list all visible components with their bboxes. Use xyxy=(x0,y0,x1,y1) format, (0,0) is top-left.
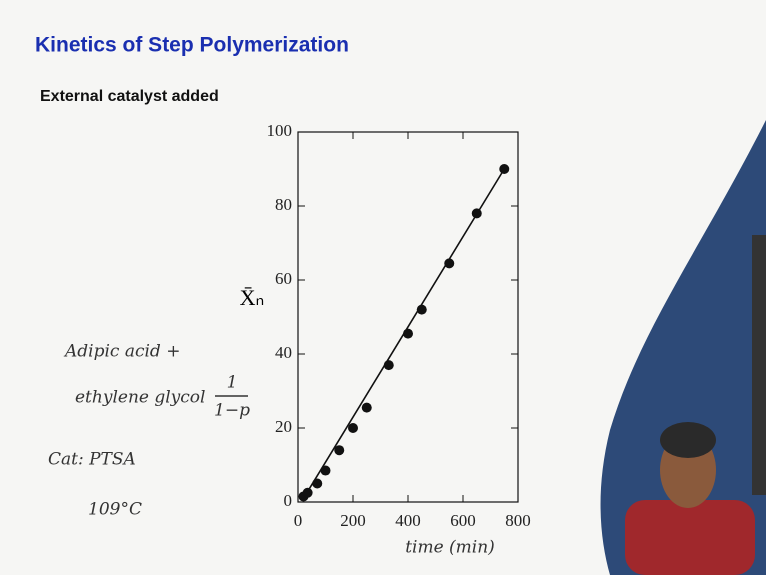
x-tick-label: 600 xyxy=(450,511,476,530)
x-axis-label: time (min) xyxy=(405,538,495,558)
data-point xyxy=(384,360,394,370)
presenter-hair xyxy=(660,422,716,458)
data-point xyxy=(417,305,427,315)
slide: Kinetics of Step Polymerization External… xyxy=(0,0,766,575)
y-tick-label: 80 xyxy=(275,195,292,214)
y-tick-label: 20 xyxy=(275,417,292,436)
toolbar xyxy=(752,235,766,495)
note: 109°C xyxy=(88,500,142,520)
slide-title: Kinetics of Step Polymerization xyxy=(35,34,349,57)
note: ethylene glycol xyxy=(75,388,205,408)
data-point xyxy=(403,329,413,339)
data-point xyxy=(348,423,358,433)
y-tick-label: 60 xyxy=(275,269,292,288)
note: Cat: PTSA xyxy=(48,450,136,470)
data-point xyxy=(303,488,313,498)
x-tick-label: 0 xyxy=(294,511,303,530)
y-tick-label: 0 xyxy=(284,491,293,510)
y-tick-label: 100 xyxy=(267,121,293,140)
data-point xyxy=(362,403,372,413)
note: 1−p xyxy=(214,401,250,421)
x-tick-label: 800 xyxy=(505,511,531,530)
data-point xyxy=(472,208,482,218)
data-point xyxy=(444,258,454,268)
note: 1 xyxy=(227,373,238,393)
presenter-body xyxy=(625,500,755,575)
data-point xyxy=(334,445,344,455)
x-tick-label: 400 xyxy=(395,511,421,530)
x-tick-label: 200 xyxy=(340,511,366,530)
note: Adipic acid + xyxy=(63,342,180,362)
data-point xyxy=(312,479,322,489)
y-axis-label: X̄ₙ xyxy=(240,285,265,310)
slide-subtitle: External catalyst added xyxy=(40,88,219,105)
data-point xyxy=(321,466,331,476)
data-point xyxy=(499,164,509,174)
y-tick-label: 40 xyxy=(275,343,292,362)
